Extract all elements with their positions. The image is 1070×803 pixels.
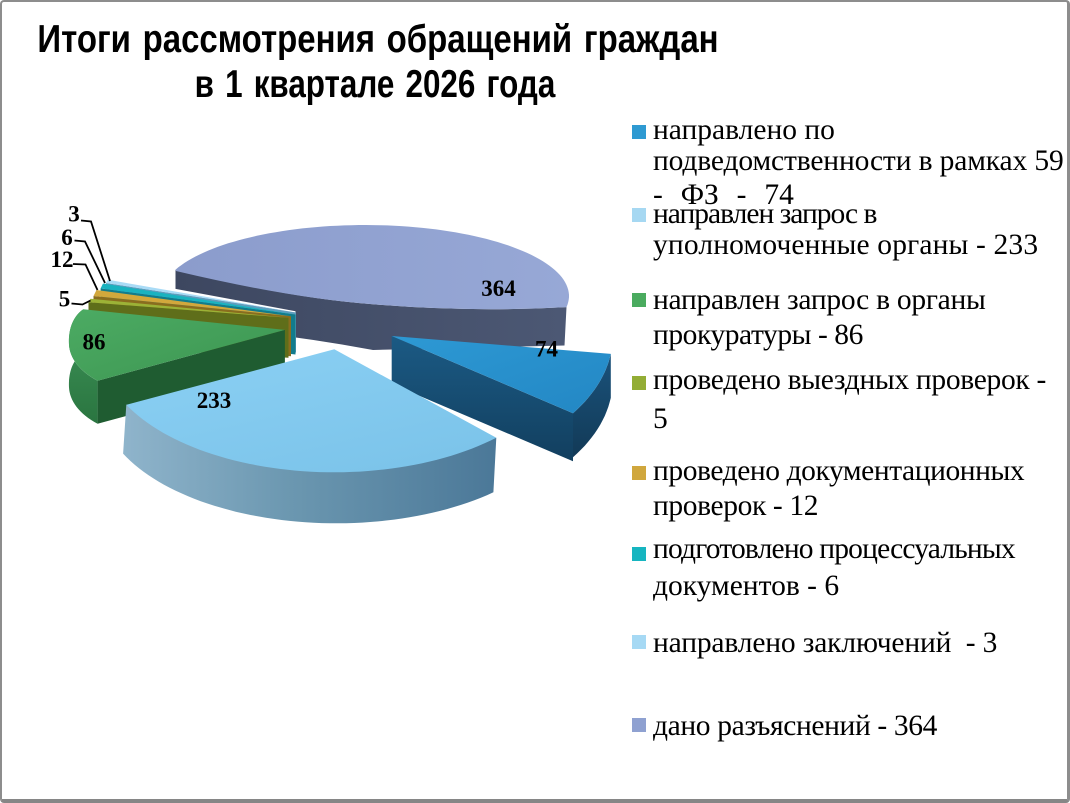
svg-text:6: 6: [61, 225, 73, 250]
svg-text:364: 364: [481, 276, 516, 301]
svg-text:12: 12: [51, 247, 74, 272]
svg-text:86: 86: [83, 330, 106, 355]
svg-text:5: 5: [59, 287, 71, 312]
svg-text:233: 233: [197, 388, 232, 413]
svg-text:3: 3: [68, 202, 80, 227]
svg-text:74: 74: [535, 337, 559, 362]
